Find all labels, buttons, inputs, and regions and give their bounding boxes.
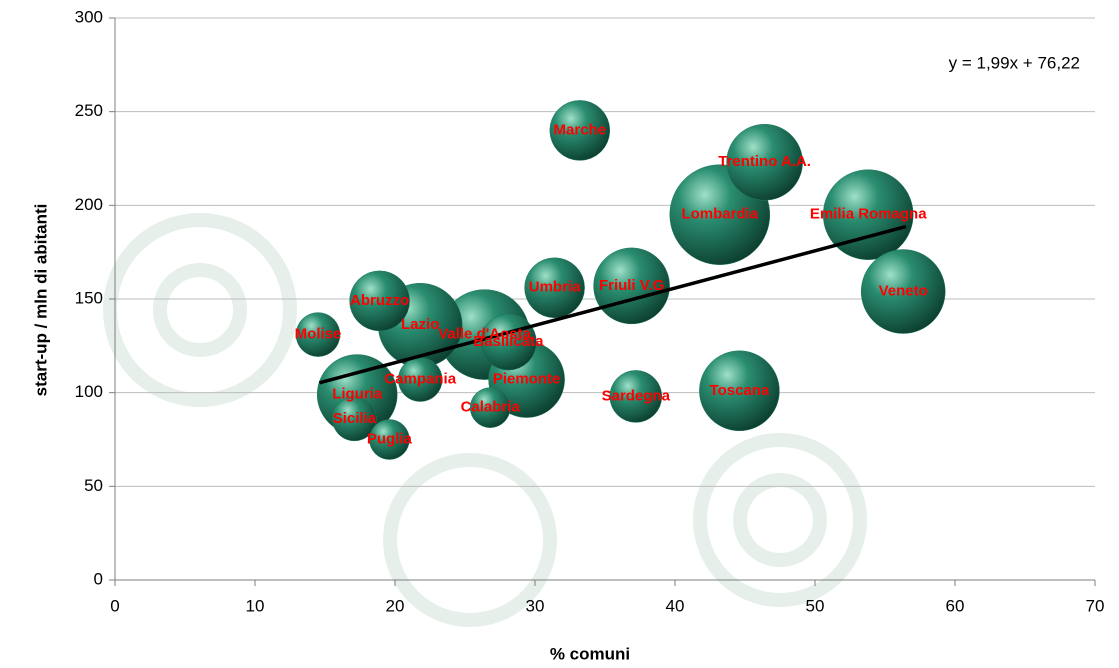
- y-tick-label: 300: [75, 7, 103, 26]
- bubble: [332, 396, 377, 442]
- data-label: Valle d'Aosta: [438, 326, 531, 343]
- bubble: [369, 419, 410, 460]
- data-label: Friuli V.G: [599, 277, 664, 294]
- y-tick-label: 0: [94, 569, 103, 588]
- data-label: Campania: [384, 371, 456, 388]
- bubble: [295, 312, 341, 357]
- bubble: [524, 257, 585, 319]
- data-label: Marche: [554, 121, 607, 138]
- bubble: [726, 123, 803, 201]
- bubble: [860, 249, 946, 334]
- data-label: Sicilia: [333, 410, 377, 427]
- data-label: Sardegna: [602, 387, 671, 404]
- data-label: Molise: [295, 326, 342, 343]
- trendline-equation: y = 1,99x + 76,22: [949, 53, 1080, 72]
- data-label: Basilicata: [473, 333, 544, 350]
- bubble: [699, 350, 780, 432]
- x-tick-label: 20: [386, 596, 405, 615]
- x-tick-label: 50: [806, 596, 825, 615]
- data-label: Abruzzo: [350, 292, 409, 309]
- data-label: Lombardia: [681, 206, 758, 223]
- data-label: Liguria: [332, 386, 383, 403]
- y-tick-label: 200: [75, 195, 103, 214]
- x-tick-label: 70: [1086, 596, 1105, 615]
- x-axis-title: % comuni: [550, 644, 630, 663]
- bubble: [549, 100, 611, 161]
- bubble: [469, 387, 511, 428]
- data-label: Toscana: [710, 382, 770, 399]
- x-tick-label: 0: [110, 596, 119, 615]
- y-tick-label: 100: [75, 382, 103, 401]
- bubble: [822, 169, 914, 260]
- bubble: [609, 370, 663, 423]
- data-label: Piemonte: [493, 371, 561, 388]
- y-axis-title: start-up / mln di abitanti: [31, 204, 50, 397]
- y-tick-label: 50: [84, 476, 103, 495]
- x-tick-label: 10: [246, 596, 265, 615]
- trendline: [318, 224, 907, 385]
- x-tick-label: 40: [666, 596, 685, 615]
- data-label: Puglia: [367, 430, 413, 447]
- data-label: Trentino A.A.: [718, 153, 811, 170]
- data-label: Calabria: [461, 399, 521, 416]
- plot: [295, 100, 946, 460]
- data-label: Lazio: [401, 316, 439, 333]
- x-tick-label: 60: [946, 596, 965, 615]
- y-tick-label: 250: [75, 101, 103, 120]
- background-decoration: [103, 213, 867, 627]
- data-label: Emilia Romagna: [810, 206, 927, 223]
- data-label: Umbria: [529, 279, 581, 296]
- bubble: [349, 270, 410, 332]
- y-tick-label: 150: [75, 288, 103, 307]
- x-tick-label: 30: [526, 596, 545, 615]
- grid: 0 50 100 150 200 250 300 0 10 20 30 40 50 60 70: [75, 7, 1105, 615]
- labels: Lombardia Emilia Romagna Valle d'Aosta Vene…: [295, 121, 928, 447]
- data-label: Veneto: [879, 282, 928, 299]
